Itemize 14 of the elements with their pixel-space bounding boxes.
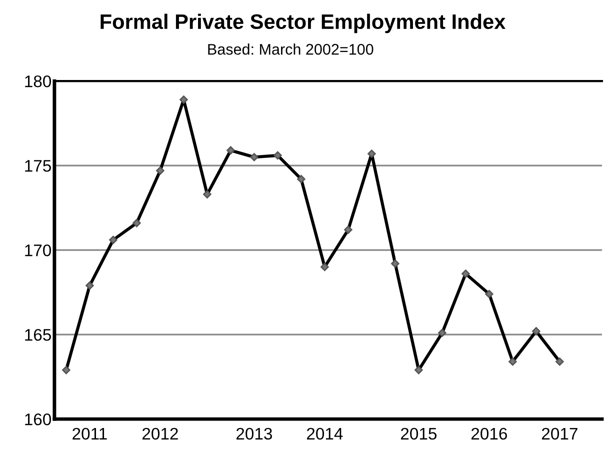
x-tick-label: 2015 [400, 428, 437, 440]
y-tick-label: 175 [25, 160, 51, 172]
x-tick-label: 2013 [236, 428, 272, 440]
x-tick-label: 2011 [72, 428, 107, 440]
y-tick-label: 160 [25, 413, 52, 426]
chart-subtitle: Based: March 2002=100 [208, 44, 374, 55]
y-tick-label: 170 [25, 244, 52, 256]
x-tick-label: 2012 [142, 428, 178, 440]
x-tick-label: 2014 [306, 428, 343, 440]
y-tick-label: 165 [25, 328, 51, 341]
chart-title: Formal Private Sector Employment Index [100, 14, 506, 34]
x-tick-label: 2017 [542, 428, 578, 440]
y-tick-label: 180 [25, 75, 52, 88]
x-tick-label: 2016 [471, 428, 507, 440]
